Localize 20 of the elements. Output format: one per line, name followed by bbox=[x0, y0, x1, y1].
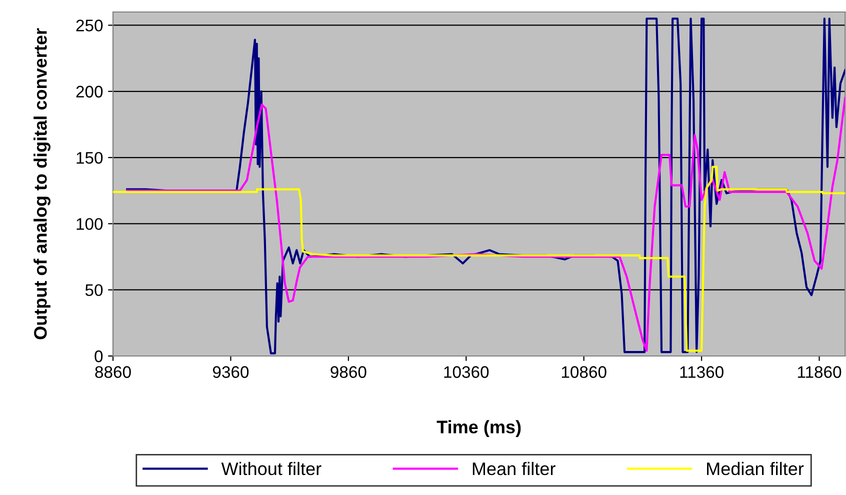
x-axis-title: Time (ms) bbox=[436, 420, 521, 437]
legend-label: Mean filter bbox=[472, 462, 556, 476]
x-tick-label: 9860 bbox=[330, 366, 366, 378]
y-tick-label: 200 bbox=[76, 86, 103, 98]
x-tick-label: 11360 bbox=[680, 366, 724, 378]
x-tick-label: 11860 bbox=[798, 366, 842, 378]
x-tick-label: 8860 bbox=[95, 366, 131, 378]
y-axis-title: Output of analog to digital converter bbox=[34, 28, 50, 340]
y-tick-label: 0 bbox=[94, 350, 103, 362]
line-series bbox=[126, 96, 846, 352]
x-tick-label: 10860 bbox=[562, 366, 606, 378]
legend-label: Without filter bbox=[221, 462, 322, 476]
y-tick-label: 50 bbox=[85, 284, 103, 296]
y-tick-label: 150 bbox=[76, 152, 103, 164]
y-tick-label: 250 bbox=[76, 20, 103, 32]
x-tick-label: 9360 bbox=[212, 366, 249, 378]
line-series bbox=[126, 18, 846, 354]
x-tick-label: 10360 bbox=[444, 366, 489, 378]
y-tick-label: 100 bbox=[76, 218, 103, 230]
legend-label: Median filter bbox=[707, 462, 804, 476]
